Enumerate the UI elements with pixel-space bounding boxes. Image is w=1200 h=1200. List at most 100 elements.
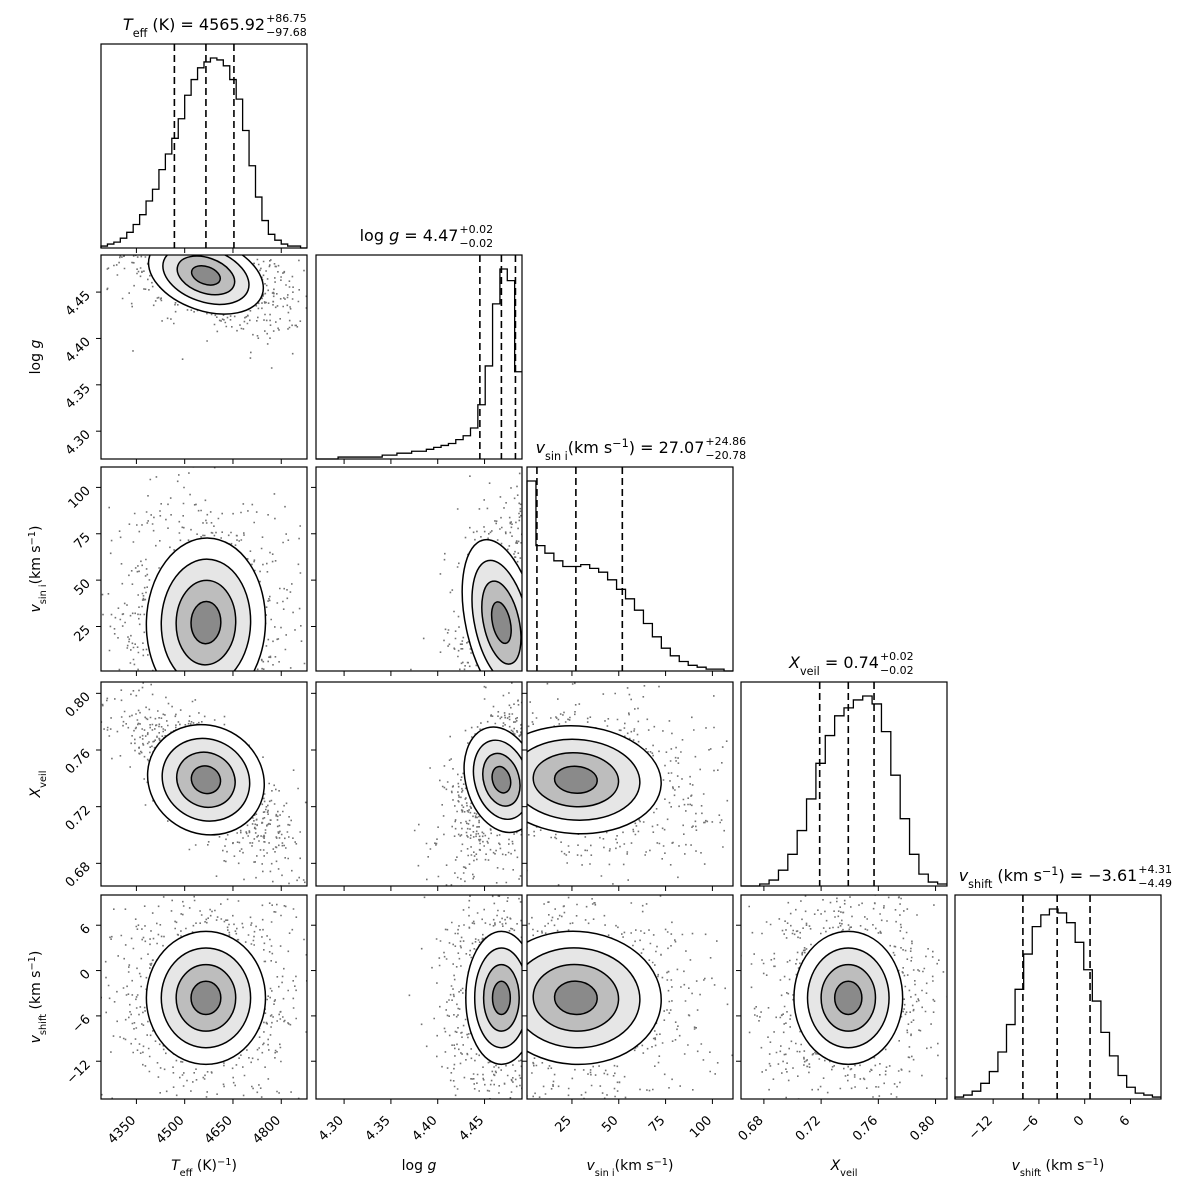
- title-sub: veil: [800, 665, 820, 678]
- title-italic: g: [389, 226, 399, 245]
- axes-frame: [100, 43, 308, 249]
- contour-3: [553, 765, 598, 794]
- contour-3: [491, 980, 512, 1016]
- contour-3: [190, 600, 222, 645]
- contour-2: [175, 579, 237, 666]
- contour-3: [833, 980, 863, 1016]
- title-sub: eff: [133, 27, 148, 40]
- axis-label-unit: (km s: [28, 971, 44, 1014]
- y-tick-label-xveil: 0.76: [63, 746, 94, 777]
- x-tick-label-vsini: 75: [646, 1113, 668, 1135]
- axis-label-sub: sin i: [595, 1168, 615, 1179]
- axis-label-close: ): [668, 1158, 673, 1174]
- axis-label-main: v: [28, 604, 44, 613]
- axis-label-exponent: −1: [1084, 1157, 1098, 1168]
- axis-label-close: ): [28, 951, 44, 956]
- contour-1: [160, 558, 252, 671]
- contour-2: [820, 963, 877, 1032]
- title-equals: =: [399, 226, 423, 245]
- y-tick-label-vsini: 75: [72, 530, 94, 552]
- title-exponent: −1: [612, 437, 629, 450]
- title-equals: =: [820, 653, 844, 672]
- histogram-vshift: [954, 908, 1161, 1099]
- contour-3: [190, 264, 222, 286]
- panel-xveil-teff: 0.68 0.72 0.76 0.80: [63, 681, 308, 891]
- contour-2: [532, 963, 620, 1032]
- title-main: v: [959, 866, 969, 885]
- title-median: 4.47: [423, 226, 459, 245]
- y-tick-label-vsini: 100: [66, 484, 94, 512]
- panel-vshift-vshift: vshift (km s−1) = −3.61 +4.31−4.49 −12 −6 0 6: [954, 863, 1172, 1143]
- contour-0: [465, 930, 522, 1066]
- title-xveil: Xveil = 0.74: [788, 653, 879, 678]
- contour-1: [471, 559, 522, 671]
- title-minus-vsini: −20.78: [705, 449, 746, 462]
- x-axis-label-vsini: vsin i(km s−1): [586, 1157, 673, 1179]
- title-minus-xveil: −0.02: [880, 664, 914, 677]
- title-minus-teff: −97.68: [266, 26, 307, 39]
- axes-frame: [526, 894, 734, 1100]
- title-minus-vshift: −4.49: [1138, 877, 1172, 890]
- contour-3: [190, 980, 222, 1016]
- title-main: v: [536, 438, 546, 457]
- axis-label-main: T: [171, 1158, 181, 1174]
- axis-label-sub: veil: [840, 1168, 857, 1179]
- title-exponent: −1: [1042, 865, 1059, 878]
- title-plus-logg: +0.02: [459, 223, 493, 236]
- panel-xveil-vsini: [522, 681, 734, 891]
- density-level-3: [554, 981, 598, 1015]
- axis-label-unit: (K): [192, 1158, 217, 1174]
- axis-label-main: log: [402, 1158, 428, 1174]
- y-tick-label-logg: 4.45: [63, 288, 94, 319]
- panel-xveil-xveil: Xveil = 0.74 +0.02−0.02: [740, 650, 948, 891]
- contour-1: [162, 255, 250, 306]
- axis-label-main: v: [586, 1158, 595, 1174]
- y-tick-label-vshift: −6: [70, 1012, 94, 1036]
- x-tick-label-logg: 4.45: [456, 1113, 487, 1144]
- panel-vshift-xveil: 0.68 0.72 0.76 0.80: [736, 894, 948, 1144]
- x-axis-label-xveil: Xveil: [830, 1158, 858, 1179]
- axis-label-sub: veil: [38, 771, 49, 788]
- title-unit: (km s: [992, 866, 1042, 885]
- x-tick-label-vshift: 0: [1071, 1113, 1087, 1129]
- density-level-3: [554, 766, 598, 794]
- panel-vsini-vsini: vsin i(km s−1) = 27.07 +24.86−20.78: [526, 435, 746, 676]
- x-tick-label-xveil: 0.80: [907, 1113, 938, 1144]
- title-equals: ) =: [1058, 866, 1088, 885]
- panel-logg-teff: 4.30 4.35 4.40 4.45: [63, 254, 308, 464]
- panel-vshift-vsini: 25 50 75 100: [522, 894, 734, 1141]
- contour-1: [472, 739, 522, 821]
- title-plus-teff: +86.75: [266, 12, 307, 25]
- y-tick-label-vsini: 25: [72, 623, 94, 645]
- axis-label-sub: shift: [38, 1014, 49, 1035]
- panel-vsini-logg: [311, 466, 523, 676]
- y-tick-label-logg: 4.35: [63, 381, 94, 412]
- axes-frame: [315, 254, 523, 460]
- contour-2: [481, 580, 522, 665]
- title-median: 4565.92: [199, 15, 265, 34]
- contour-0: [147, 255, 265, 315]
- y-axis-label-vsini: vsin i(km s−1): [27, 525, 49, 612]
- title-main: T: [123, 15, 134, 34]
- contour-2: [532, 752, 620, 808]
- title-plus-vsini: +24.86: [705, 435, 746, 448]
- contour-3: [553, 980, 598, 1016]
- axis-label-sub: shift: [1020, 1168, 1041, 1179]
- y-tick-label-vshift: −12: [64, 1057, 94, 1087]
- contour-1: [527, 947, 641, 1049]
- axes-frame: [315, 466, 523, 672]
- axis-label-close: ): [231, 1158, 236, 1174]
- panel-xveil-logg: [311, 681, 523, 891]
- title-minus-logg: −0.02: [459, 237, 493, 250]
- axes-frame: [100, 254, 308, 460]
- axis-label-unit: (km s: [615, 1158, 654, 1174]
- contour-0: [146, 723, 266, 836]
- histogram-xveil: [741, 695, 947, 887]
- x-tick-label-vshift: 6: [1117, 1113, 1133, 1129]
- title-teff: Teff (K) = 4565.92: [123, 15, 265, 40]
- contour-2: [176, 255, 236, 296]
- y-axis-label-xveil: Xveil: [28, 771, 49, 799]
- y-tick-label-logg: 4.40: [63, 335, 94, 366]
- y-tick-label-vshift: 0: [77, 967, 93, 983]
